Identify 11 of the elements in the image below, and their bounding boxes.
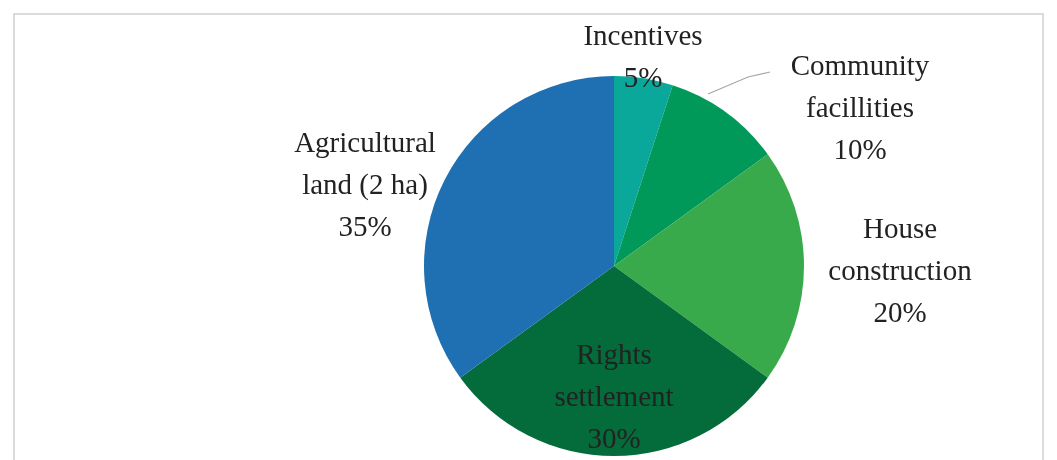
pie-slice	[460, 266, 768, 456]
data-label: 10%	[833, 133, 887, 165]
slice-label: Agricultural land (2 ha)	[294, 126, 436, 201]
slice-label: Rights settlement	[554, 338, 674, 412]
slice-label: Community facillities	[790, 49, 930, 123]
data-label: 35%	[338, 210, 392, 242]
slice-label: Incentives	[583, 19, 703, 51]
pie-slice	[614, 85, 768, 266]
data-label: 20%	[873, 296, 927, 328]
slice-label: House construction	[828, 212, 973, 286]
data-label: 30%	[587, 422, 641, 454]
